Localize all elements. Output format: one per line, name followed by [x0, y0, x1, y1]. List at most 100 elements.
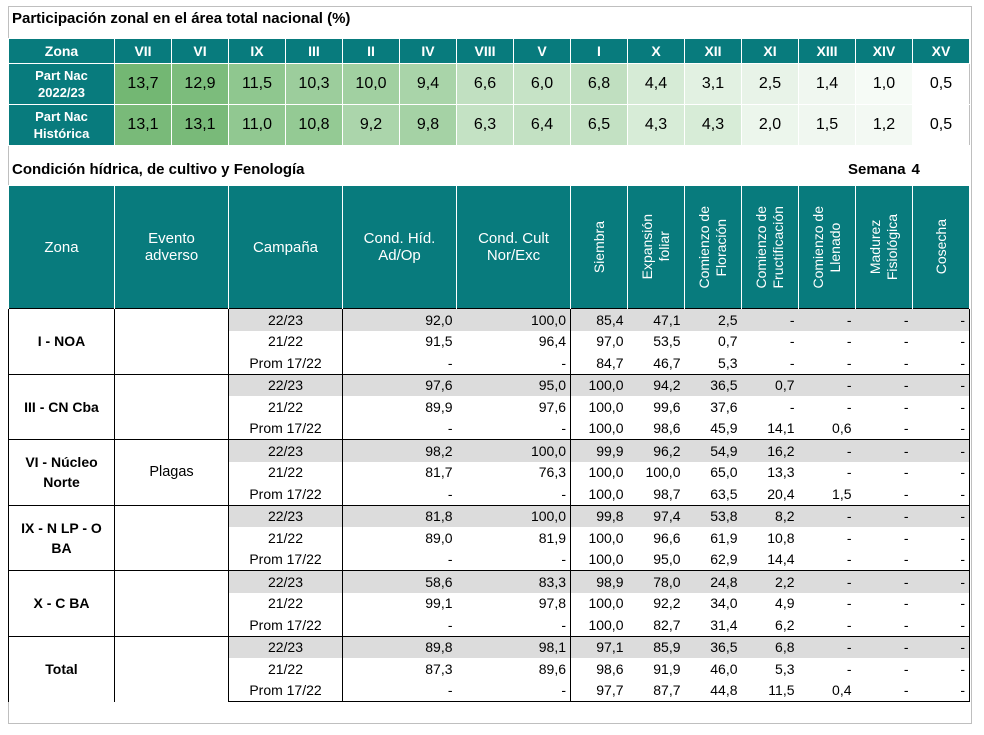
value-cell: 89,6: [456, 658, 571, 680]
value-cell: -: [912, 635, 970, 658]
value-cell: -: [447, 485, 453, 502]
value-cell: -: [855, 570, 913, 593]
value-cell: -: [855, 679, 913, 702]
value-cell: 76,3: [456, 461, 571, 483]
zone-name-line1: I - NOA: [37, 333, 86, 350]
participation-value: 1,0: [855, 63, 913, 105]
participation-value: 9,2: [342, 104, 400, 146]
value-cell: -: [912, 570, 970, 593]
value-cell: -: [456, 417, 571, 440]
zone-col-header: IX: [228, 38, 286, 64]
zone-col-header: IV: [399, 38, 457, 64]
value-cell: 100,0: [456, 308, 571, 331]
participation-value: 4,3: [627, 104, 685, 146]
condition-row: 21/22 89,0 81,9 100,0 96,6 61,9 10,8- - -: [9, 527, 970, 549]
col-cond-cult: Cond. Cult Nor/Exc: [456, 185, 571, 309]
value-cell: 97,6: [456, 396, 571, 418]
zone-name-line1: Total: [45, 661, 78, 677]
value-cell: 98,6: [653, 420, 681, 437]
col-madurez: Madurez Fisiológica: [855, 185, 913, 309]
value-cell: 1,5: [832, 485, 852, 502]
value-cell: -: [456, 614, 571, 636]
campaign-cell: Prom 17/22: [228, 548, 343, 571]
week-value: 4: [911, 161, 920, 178]
zone-cell: III - CN Cba: [8, 373, 115, 440]
value-cell: -: [846, 464, 852, 481]
value-cell: 62,9: [710, 551, 738, 568]
value-cell: 98,1: [456, 635, 571, 658]
value-cell: 37,6: [710, 398, 738, 415]
value-cell: 100,0: [588, 464, 624, 481]
col-cond-cult-l1: Cond. Cult: [478, 230, 549, 247]
value-cell: -: [903, 354, 909, 371]
campaign-cell: 21/22: [228, 330, 343, 352]
value-cell: 84,7: [596, 354, 624, 371]
value-cell: 5,3: [775, 660, 795, 677]
participation-value: 12,9: [171, 63, 229, 105]
col-cond-hid-l1: Cond. Híd.: [363, 230, 436, 247]
value-cell: 97,4: [627, 504, 685, 527]
participation-row-label: Part Nac 2022/23: [8, 63, 115, 105]
value-cell: 100,0: [588, 529, 624, 546]
condition-row: Prom 17/22- -100,0 98,7 63,5 20,4 1,5- -: [9, 483, 970, 505]
participation-row: Part Nac 2022/23 13,7 12,9 11,5 10,3 10,0 9,4 6,…: [8, 63, 970, 105]
condition-row: Total 22/23 89,8 98,1 97,1 85,9 36,5 6,8- - -: [8, 635, 970, 702]
value-cell: -: [912, 679, 970, 702]
zone-col-header: XIII: [798, 38, 856, 64]
value-cell: 100,0: [588, 398, 624, 415]
value-cell: 100,0: [570, 373, 628, 396]
col-cond-cult-l2: Nor/Exc: [486, 247, 541, 264]
col-floracion: Comienzo de Floración: [684, 185, 742, 309]
value-cell: 36,5: [684, 635, 742, 658]
value-cell: -: [912, 417, 970, 440]
col-cosecha: Cosecha: [912, 185, 970, 309]
value-cell: 81,8: [342, 504, 457, 527]
col-llenado: Comienzo de Llenado: [798, 185, 856, 309]
value-cell: 81,7: [425, 464, 453, 481]
col-madurez-l1: Madurez: [867, 219, 883, 275]
value-cell: 98,7: [653, 485, 681, 502]
col-cond-hid: Cond. Híd. Ad/Op: [342, 185, 457, 309]
participation-value: 11,0: [228, 104, 286, 146]
value-cell: -: [456, 352, 571, 374]
value-cell: -: [903, 529, 909, 546]
value-cell: -: [447, 616, 453, 633]
participation-value: 0,5: [912, 104, 970, 146]
zone-col-header: XI: [741, 38, 799, 64]
value-cell: -: [456, 548, 571, 571]
participation-row: Part Nac Histórica 13,1 13,1 11,0 10,8 9,2 9,8 6…: [8, 104, 970, 146]
zone-col-header: V: [513, 38, 571, 64]
value-cell: 98,2: [342, 439, 457, 462]
value-cell: -: [789, 398, 795, 415]
value-cell: 4,9: [775, 595, 795, 612]
condition-row: 21/22 91,5 96,4 97,0 53,5 0,7- - - -: [9, 330, 970, 352]
col-fructificacion-l1: Comienzo de: [753, 205, 769, 289]
week-label: Semana: [848, 161, 906, 178]
value-cell: -: [846, 354, 852, 371]
condition-row: IX - N LP - O BA 22/23 81,8 100,0 99,8 97,4 53,…: [8, 504, 970, 571]
zone-cell: IX - N LP - O BA: [8, 504, 115, 571]
zone-name-line1: VI - Núcleo: [25, 454, 98, 471]
value-cell: 10,8: [767, 529, 795, 546]
col-fructificacion-l2: Fructificación: [770, 205, 786, 289]
zone-cell: X - C BA: [8, 570, 115, 636]
adverse-event-cell: [114, 635, 229, 702]
condition-row: Prom 17/22- -84,7 46,7 5,3- - - -: [9, 352, 970, 374]
value-cell: -: [903, 485, 909, 502]
value-cell: -: [912, 504, 970, 527]
value-cell: 16,2: [741, 439, 799, 462]
value-cell: -: [846, 333, 852, 350]
participation-value: 11,5: [228, 63, 286, 105]
value-cell: 91,9: [653, 660, 681, 677]
participation-value: 2,5: [741, 63, 799, 105]
value-cell: 14,1: [767, 420, 795, 437]
participation-value: 2,0: [741, 104, 799, 146]
value-cell: 92,2: [653, 595, 681, 612]
participation-value: 10,0: [342, 63, 400, 105]
value-cell: -: [447, 551, 453, 568]
value-cell: 0,7: [741, 373, 799, 396]
participation-value: 1,4: [798, 63, 856, 105]
value-cell: 97,8: [456, 592, 571, 614]
participation-header-row: Zona VII VI IX III II IV VIII V I X XII XI XIII XIV XV: [8, 38, 970, 64]
adverse-event-cell: [114, 373, 229, 440]
